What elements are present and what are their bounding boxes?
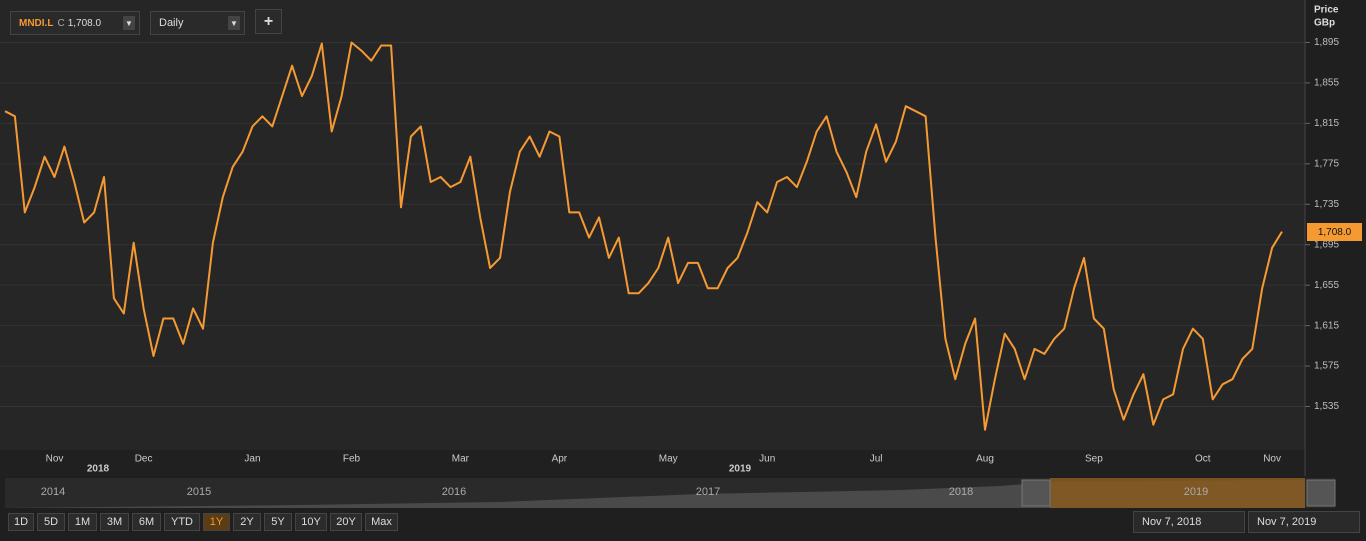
navigator-handle[interactable] (1306, 479, 1336, 507)
y-tick-label: 1,575 (1314, 361, 1339, 372)
navigator-area (5, 480, 1305, 508)
x-tick-label: Jul (870, 454, 883, 465)
y-tick-label: 1,855 (1314, 78, 1339, 89)
navigator-handle[interactable] (1021, 479, 1051, 507)
last-price-badge: 1,708.0 (1307, 223, 1362, 241)
dropdown-arrow: ▼ (123, 16, 135, 30)
range-button[interactable]: 6M (132, 513, 161, 531)
x-tick-label: Jan (244, 454, 260, 465)
interval: Daily (159, 17, 184, 29)
date-to-text: Nov 7, 2019 (1257, 516, 1317, 528)
range-button[interactable]: 3M (100, 513, 129, 531)
interval-select[interactable]: Daily ▼ (150, 11, 245, 35)
navigator-year: 2017 (696, 486, 720, 498)
plot-area (0, 0, 1305, 450)
y-tick-label: 1,535 (1314, 401, 1339, 412)
year-label: 2019 (729, 464, 752, 475)
year-label: 2018 (87, 464, 110, 475)
range-button[interactable]: 10Y (295, 513, 327, 531)
navigator-year: 2015 (187, 486, 211, 498)
symbol: MNDI.L (19, 17, 54, 29)
x-tick-label: Aug (976, 454, 994, 465)
x-tick-label: Mar (452, 454, 470, 465)
navigator-window[interactable] (1050, 478, 1305, 508)
range-button[interactable]: 1D (8, 513, 34, 531)
add-button[interactable]: + (255, 9, 282, 34)
x-tick-label: May (659, 454, 678, 465)
y-tick-label: 1,655 (1314, 280, 1339, 291)
axis-unit: GBp (1314, 18, 1335, 29)
range-button[interactable]: YTD (164, 513, 200, 531)
y-tick-label: 1,775 (1314, 158, 1339, 169)
x-tick-label: Apr (552, 454, 568, 465)
date-from-text: Nov 7, 2018 (1142, 516, 1202, 528)
x-tick-label: Nov (1263, 454, 1281, 465)
x-axis-band (0, 450, 1305, 476)
y-tick-label: 1,615 (1314, 320, 1339, 331)
y-tick-label: 1,735 (1314, 199, 1339, 210)
x-tick-label: Sep (1085, 454, 1103, 465)
navigator-year: 2018 (949, 486, 973, 498)
y-tick-label: 1,895 (1314, 37, 1339, 48)
x-tick-label: Oct (1195, 454, 1211, 465)
range-button[interactable]: 5Y (264, 513, 292, 531)
quote-type: C (57, 17, 65, 29)
dropdown-arrow: ▼ (228, 16, 240, 30)
range-button[interactable]: 1Y (203, 513, 230, 531)
y-tick-label: 1,695 (1314, 239, 1339, 250)
axis-title: Price (1314, 5, 1339, 16)
price-line (4, 41, 1283, 431)
navigator-year: 2014 (41, 486, 65, 498)
date-to[interactable]: Nov 7, 2019 (1248, 511, 1360, 533)
range-button[interactable]: Max (365, 513, 398, 531)
last-price: 1,708.0 (67, 17, 102, 29)
date-from[interactable]: Nov 7, 2018 (1133, 511, 1245, 533)
y-tick-label: 1,815 (1314, 118, 1339, 129)
x-tick-label: Nov (46, 454, 64, 465)
x-tick-label: Feb (343, 454, 361, 465)
navigator-year: 2016 (442, 486, 466, 498)
x-tick-label: Jun (759, 454, 775, 465)
range-button[interactable]: 5D (37, 513, 65, 531)
range-button[interactable]: 20Y (330, 513, 362, 531)
symbol-select[interactable]: MNDI.L C 1,708.0 ▼ (10, 11, 140, 35)
x-tick-label: Dec (135, 454, 153, 465)
range-button[interactable]: 2Y (233, 513, 261, 531)
range-button[interactable]: 1M (68, 513, 97, 531)
navigator-year: 2019 (1184, 486, 1208, 498)
